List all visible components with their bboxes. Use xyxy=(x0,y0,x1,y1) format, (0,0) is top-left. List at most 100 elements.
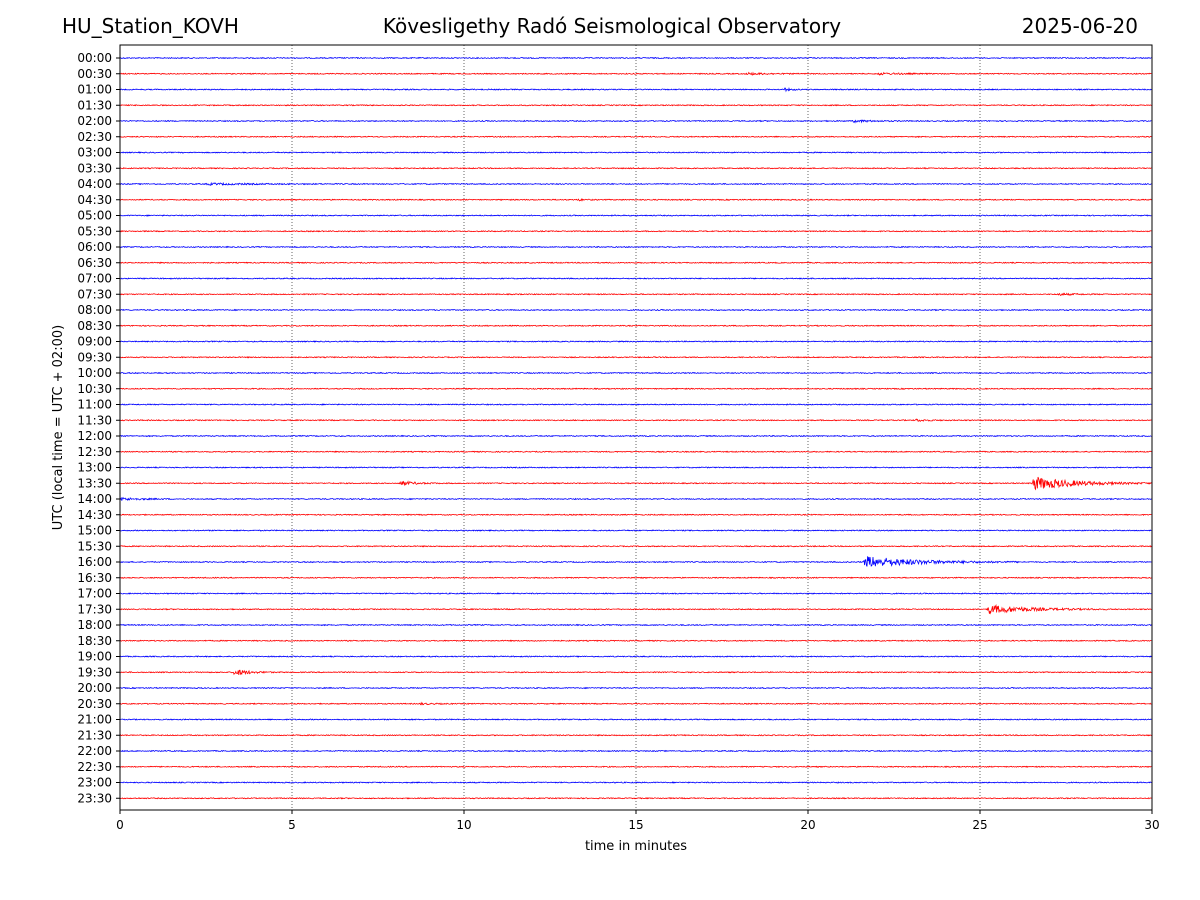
seismogram-trace xyxy=(119,104,1152,107)
y-tick-label: 05:30 xyxy=(77,224,112,238)
seismogram-trace xyxy=(119,277,1152,280)
y-tick-label: 22:30 xyxy=(77,760,112,774)
seismogram-trace xyxy=(119,71,1152,76)
seismogram-trace xyxy=(119,529,1152,532)
y-tick-label: 03:00 xyxy=(77,146,112,160)
y-tick-label: 12:00 xyxy=(77,429,112,443)
y-tick-label: 09:30 xyxy=(77,350,112,364)
y-tick-label: 05:00 xyxy=(77,209,112,223)
seismogram-trace xyxy=(119,765,1152,768)
y-tick-label: 12:30 xyxy=(77,445,112,459)
y-tick-label: 20:30 xyxy=(77,697,112,711)
seismogram-trace xyxy=(119,245,1152,249)
seismogram-trace xyxy=(119,781,1152,784)
x-tick-label: 15 xyxy=(628,818,643,832)
y-tick-label: 22:00 xyxy=(77,744,112,758)
y-tick-label: 21:30 xyxy=(77,728,112,742)
y-tick-label: 03:30 xyxy=(77,161,112,175)
seismogram-trace xyxy=(119,669,1152,676)
y-tick-label: 18:00 xyxy=(77,618,112,632)
x-tick-label: 10 xyxy=(456,818,471,832)
y-tick-label: 17:30 xyxy=(77,602,112,616)
y-tick-label: 00:30 xyxy=(77,67,112,81)
seismogram-trace xyxy=(119,167,1152,170)
seismogram-trace xyxy=(119,718,1152,721)
y-tick-label: 00:00 xyxy=(77,51,112,65)
seismogram-trace xyxy=(119,261,1152,265)
y-tick-label: 07:00 xyxy=(77,272,112,286)
y-tick-label: 09:00 xyxy=(77,335,112,349)
y-tick-label: 07:30 xyxy=(77,287,112,301)
seismogram-trace xyxy=(119,387,1152,390)
seismogram-trace xyxy=(119,545,1152,548)
seismogram-trace xyxy=(119,576,1152,579)
seismogram-trace xyxy=(119,340,1152,343)
y-tick-label: 11:00 xyxy=(77,398,112,412)
seismogram-trace xyxy=(119,797,1152,800)
chart-title: Kövesligethy Radó Seismological Observat… xyxy=(382,14,842,38)
x-tick-label: 20 xyxy=(800,818,815,832)
x-tick-label: 30 xyxy=(1144,818,1159,832)
seismogram-trace xyxy=(119,476,1152,491)
seismogram-trace xyxy=(119,119,1152,124)
y-tick-label: 11:30 xyxy=(77,413,112,427)
y-tick-label: 14:30 xyxy=(77,508,112,522)
y-tick-label: 16:00 xyxy=(77,555,112,569)
seismogram-trace xyxy=(119,686,1152,690)
y-tick-label: 01:30 xyxy=(77,98,112,112)
y-tick-label: 06:30 xyxy=(77,256,112,270)
y-tick-label: 23:00 xyxy=(77,776,112,790)
x-tick-label: 25 xyxy=(972,818,987,832)
y-tick-label: 21:00 xyxy=(77,713,112,727)
seismogram-trace xyxy=(119,701,1152,706)
seismogram-trace xyxy=(119,181,1152,186)
y-tick-label: 20:00 xyxy=(77,681,112,695)
seismogram-trace xyxy=(119,604,1152,615)
seismogram-trace xyxy=(119,639,1152,642)
seismogram-trace xyxy=(119,434,1152,438)
seismogram-trace xyxy=(119,450,1152,453)
seismogram-trace xyxy=(119,749,1152,753)
date-title: 2025-06-20 xyxy=(1021,14,1138,38)
y-tick-label: 15:30 xyxy=(77,539,112,553)
seismogram-trace xyxy=(119,135,1152,138)
seismogram-trace xyxy=(119,324,1152,327)
seismogram-trace xyxy=(119,198,1152,202)
y-tick-label: 19:00 xyxy=(77,650,112,664)
y-axis-label: UTC (local time = UTC + 02:00) xyxy=(51,325,66,530)
y-tick-label: 06:00 xyxy=(77,240,112,254)
seismogram-trace xyxy=(119,56,1152,60)
y-tick-label: 04:30 xyxy=(77,193,112,207)
y-tick-label: 01:00 xyxy=(77,83,112,97)
station-title: HU_Station_KOVH xyxy=(62,14,239,38)
y-tick-label: 02:30 xyxy=(77,130,112,144)
seismogram-trace xyxy=(119,623,1152,627)
seismogram-trace xyxy=(119,151,1152,154)
seismogram-trace xyxy=(119,418,1152,422)
x-tick-label: 5 xyxy=(288,818,296,832)
seismogram-trace xyxy=(119,556,1152,567)
seismogram-trace xyxy=(119,292,1152,296)
seismogram-trace xyxy=(119,496,1152,502)
y-tick-label: 10:00 xyxy=(77,366,112,380)
y-tick-label: 08:30 xyxy=(77,319,112,333)
grid-lines xyxy=(291,45,981,810)
y-tick-label: 02:00 xyxy=(77,114,112,128)
y-tick-label: 10:30 xyxy=(77,382,112,396)
seismogram-trace xyxy=(119,371,1152,375)
seismogram-trace xyxy=(119,513,1152,516)
seismogram-trace xyxy=(119,356,1152,359)
seismogram-trace xyxy=(119,403,1152,406)
seismogram-trace xyxy=(119,655,1152,658)
x-ticks: 0 5 10 15 20 25 30 xyxy=(116,810,1160,832)
y-tick-label: 18:30 xyxy=(77,634,112,648)
y-tick-label: 16:30 xyxy=(77,571,112,585)
seismogram-trace xyxy=(119,466,1152,469)
seismogram-trace xyxy=(119,86,1152,93)
y-tick-label: 23:30 xyxy=(77,791,112,805)
y-tick-label: 08:00 xyxy=(77,303,112,317)
plot-frame xyxy=(119,44,1153,811)
y-tick-label: 13:30 xyxy=(77,476,112,490)
